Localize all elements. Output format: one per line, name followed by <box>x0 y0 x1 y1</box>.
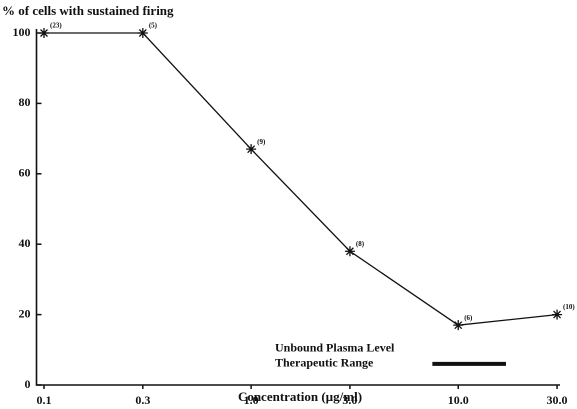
y-tick-label: 80 <box>19 95 31 109</box>
data-line <box>44 32 558 326</box>
chart-title: % of cells with sustained firing <box>2 3 174 18</box>
point-label: (8) <box>356 240 365 248</box>
x-tick-label: 1.0 <box>244 393 259 407</box>
range-label: Unbound Plasma Level <box>275 341 395 355</box>
x-axis-label: Concentration (µg/ml) <box>238 389 362 404</box>
x-tick-label: 0.1 <box>37 393 52 407</box>
point-label: (6) <box>464 314 473 322</box>
y-tick-label: 20 <box>19 306 31 320</box>
star-marker <box>39 28 50 38</box>
range-label: Therapeutic Range <box>275 356 374 370</box>
star-marker <box>246 144 257 155</box>
point-label: (5) <box>149 22 158 30</box>
y-tick-label: 0 <box>25 377 31 391</box>
point-label: (9) <box>257 138 266 146</box>
x-tick-label: 30.0 <box>547 393 568 407</box>
x-tick-label: 10.0 <box>448 393 469 407</box>
star-marker <box>552 309 563 320</box>
star-marker <box>344 246 355 257</box>
point-label: (23) <box>50 22 62 30</box>
y-tick-label: 100 <box>13 25 31 39</box>
y-tick-label: 40 <box>19 236 31 250</box>
star-marker <box>453 320 464 331</box>
axes <box>35 29 560 386</box>
therapeutic-range-bar <box>432 361 506 366</box>
star-marker <box>137 28 148 38</box>
y-tick-label: 60 <box>19 166 31 180</box>
x-tick-label: 0.3 <box>135 393 150 407</box>
x-tick-label: 3.0 <box>342 393 357 407</box>
point-label: (10) <box>563 303 575 311</box>
